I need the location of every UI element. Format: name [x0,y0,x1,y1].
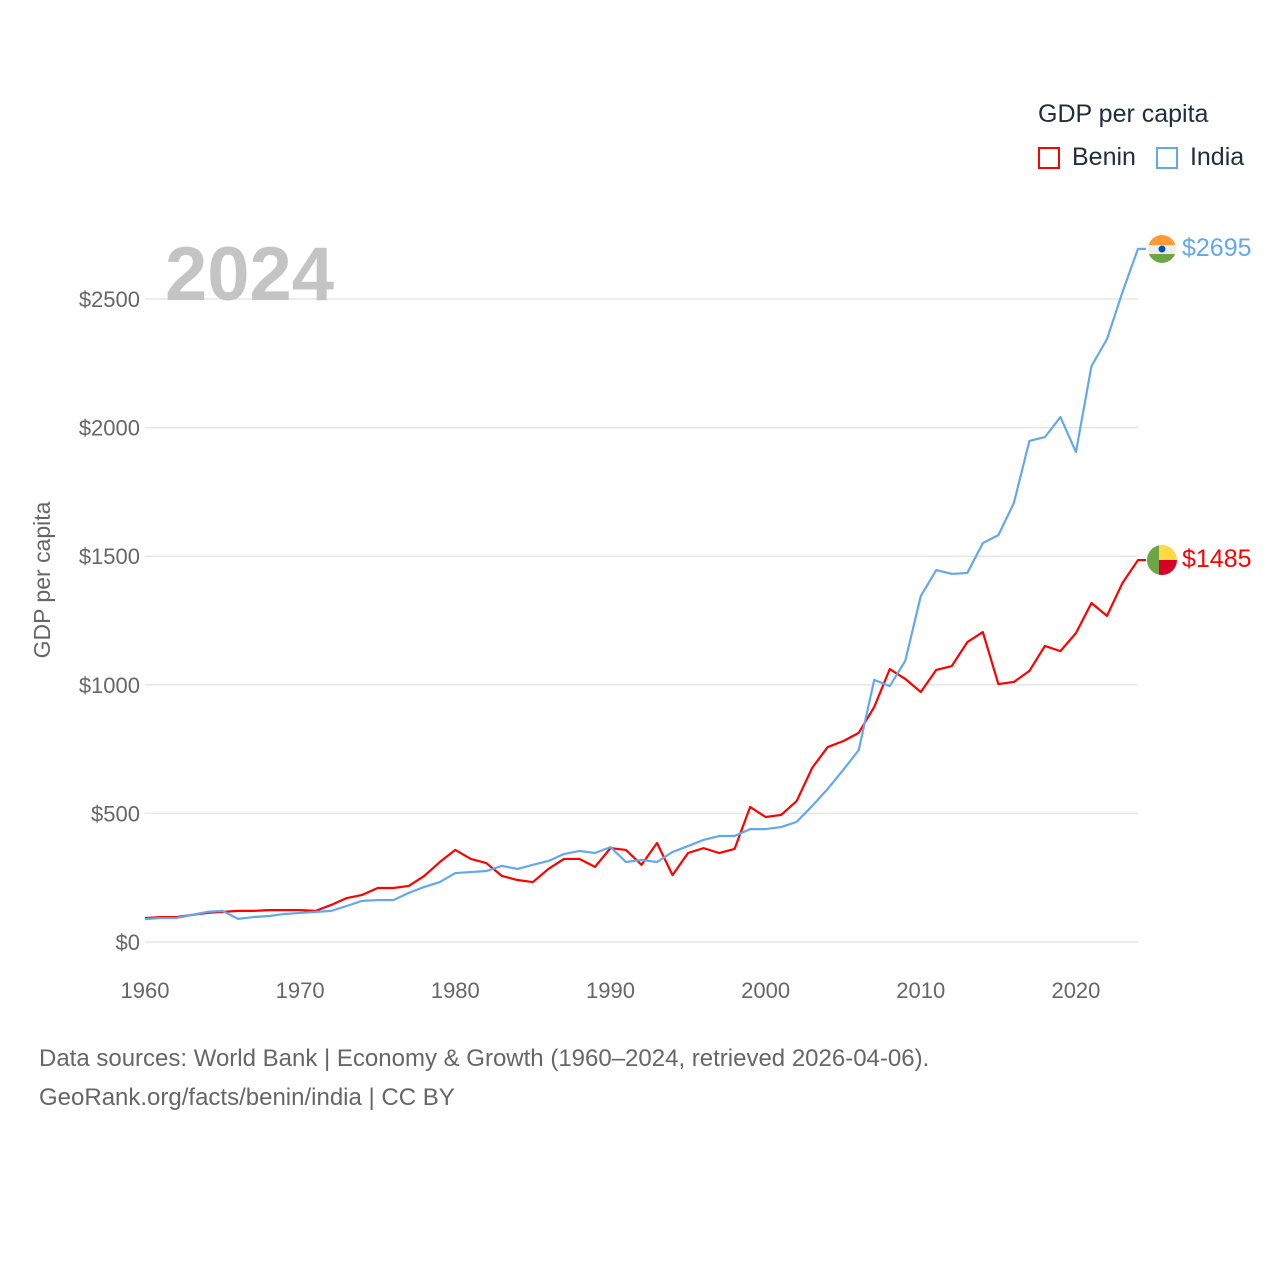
india-flag-icon [1148,235,1176,263]
benin-line [144,558,1146,920]
x-tick-label: 2020 [1051,978,1100,1003]
india-legend-swatch [1155,146,1178,169]
series-lines [144,247,1146,921]
y-tick-label: $0 [116,930,140,955]
legend: Benin India [1038,143,1244,172]
y-tick-label: $1500 [79,544,140,569]
x-tick-label: 2000 [741,978,790,1003]
y-tick-label: $2500 [79,287,140,312]
x-tick-label: 1970 [276,978,325,1003]
grid-lines [145,298,1138,943]
y-tick-label: $2000 [79,416,140,441]
data-source-text: Data sources: World Bank | Economy & Gro… [39,1045,930,1072]
legend-item-benin[interactable]: Benin [1072,143,1136,171]
x-tick-label: 1960 [121,978,170,1003]
x-tick-label: 1980 [431,978,480,1003]
y-tick-label: $1000 [79,673,140,698]
y-axis-ticks: $0 $500 $1000 $1500 $2000 $2500 [79,287,140,955]
attribution-link[interactable]: GeoRank.org/facts/benin/india | CC BY [39,1084,455,1111]
benin-end-label: $1485 [1182,545,1252,573]
y-axis-label: GDP per capita [29,501,55,658]
x-tick-label: 2010 [896,978,945,1003]
india-end-label: $2695 [1182,234,1252,262]
legend-item-india[interactable]: India [1189,143,1245,171]
benin-legend-swatch [1038,146,1060,169]
india-line [144,247,1146,921]
legend-title: GDP per capita [1038,100,1209,128]
x-axis-ticks: 1960 1970 1980 1990 2000 2010 2020 [121,978,1101,1003]
benin-flag-icon [1147,545,1177,575]
y-tick-label: $500 [91,801,140,826]
x-tick-label: 1990 [586,978,635,1003]
year-watermark: 2024 [165,232,334,317]
